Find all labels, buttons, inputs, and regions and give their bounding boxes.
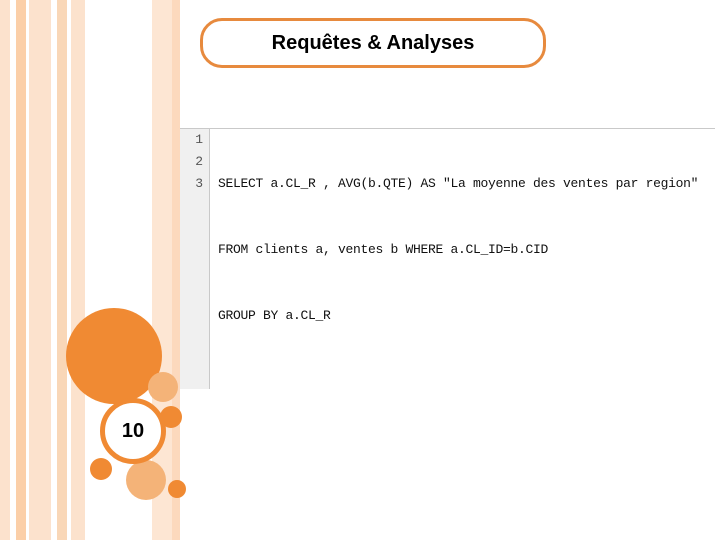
stripe-2: [16, 0, 26, 540]
line-number: 3: [180, 173, 203, 195]
code-line: FROM clients a, ventes b WHERE a.CL_ID=b…: [218, 239, 698, 261]
code-line: GROUP BY a.CL_R: [218, 305, 698, 327]
stripe-9: [152, 0, 172, 540]
editor-gutter: 1 2 3: [180, 129, 210, 389]
sql-editor: 1 2 3 SELECT a.CL_R , AVG(b.QTE) AS "La …: [180, 128, 715, 389]
editor-code[interactable]: SELECT a.CL_R , AVG(b.QTE) AS "La moyenn…: [210, 129, 698, 389]
line-number: 2: [180, 151, 203, 173]
stripe-0: [0, 0, 10, 540]
page-title-text: Requêtes & Analyses: [272, 32, 475, 55]
bubble-m1: [148, 372, 178, 402]
page-title: Requêtes & Analyses: [200, 18, 546, 68]
page-number: 10: [122, 420, 144, 443]
bubble-s3: [168, 480, 186, 498]
stripe-6: [57, 0, 67, 540]
stripe-10: [172, 0, 180, 540]
stripe-4: [29, 0, 51, 540]
page-number-badge: 10: [100, 398, 166, 464]
line-number: 1: [180, 129, 203, 151]
stripe-8: [71, 0, 85, 540]
bubble-s2: [126, 460, 166, 500]
bubble-s1: [90, 458, 112, 480]
code-line: SELECT a.CL_R , AVG(b.QTE) AS "La moyenn…: [218, 173, 698, 195]
